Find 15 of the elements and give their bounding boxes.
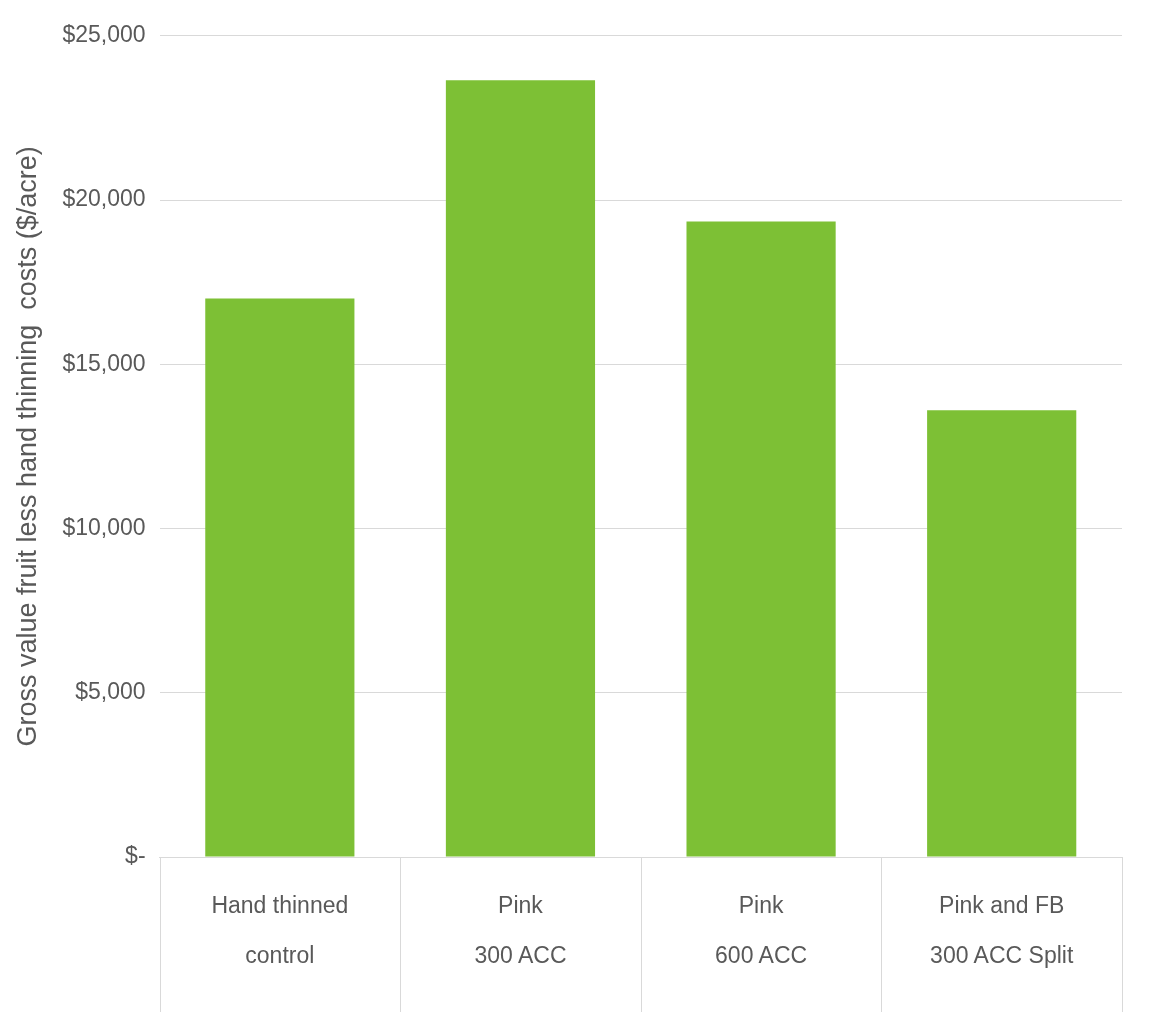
y-tick-label: $20,000 [62,185,146,212]
x-tick-label: Pink 300 ACC [474,892,567,969]
x-tick-label: Pink 600 ACC [715,892,808,969]
y-tick-label: $5,000 [75,678,146,705]
bar [445,80,596,857]
y-tick-label: $25,000 [62,21,146,48]
y-tick-label: $15,000 [62,349,146,376]
y-tick-label: $10,000 [62,513,146,540]
x-tick-label: Pink and FB 300 ACC Split [930,892,1074,969]
bar [927,410,1077,857]
bar [205,298,355,857]
bar [686,221,836,857]
y-tick-label: $- [125,842,146,869]
y-axis-title: Gross value fruit less hand thinning costs ($/acre) [11,146,42,747]
x-tick-label: Hand thinned control [211,892,349,969]
